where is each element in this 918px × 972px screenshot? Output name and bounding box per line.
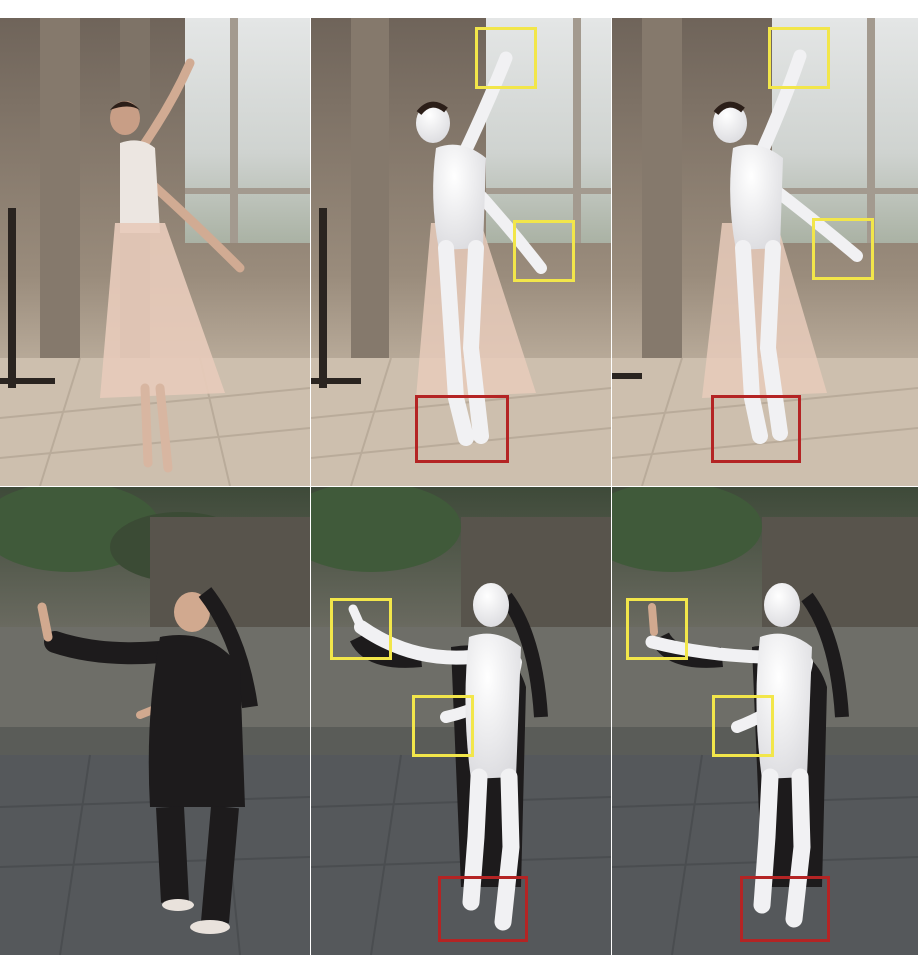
ballet-b-feet-highlight xyxy=(711,395,801,463)
ballet-input-photo xyxy=(0,18,310,486)
ballet-mesh-overlay-b xyxy=(612,18,918,486)
ballet-mesh-overlay-a xyxy=(311,18,611,486)
taichi-input-photo xyxy=(0,487,310,955)
taichi-b-lowered-hand-highlight xyxy=(712,695,774,757)
taichi-a-raised-hand-highlight xyxy=(330,598,392,660)
taichi-b-feet-highlight xyxy=(740,876,830,942)
taichi-a-lowered-hand-highlight xyxy=(412,695,474,757)
ballet-a-lowered-hand-highlight xyxy=(513,220,575,282)
taichi-mesh-overlay-b xyxy=(612,487,918,955)
ballet-b-raised-hand-highlight xyxy=(768,27,830,89)
ballet-a-feet-highlight xyxy=(415,395,509,463)
taichi-b-raised-hand-highlight xyxy=(626,598,688,660)
taichi-a-feet-highlight xyxy=(438,876,528,942)
ballet-b-lowered-hand-highlight xyxy=(812,218,874,280)
ballet-a-raised-hand-highlight xyxy=(475,27,537,89)
